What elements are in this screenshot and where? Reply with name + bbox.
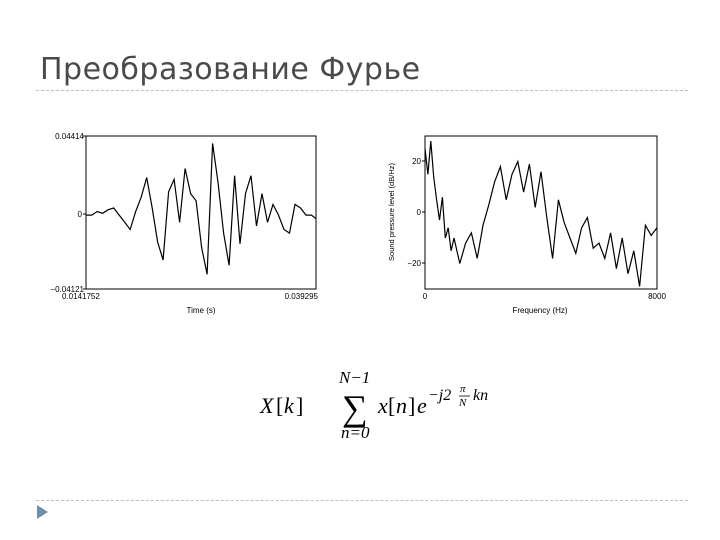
waveform-ytick-label-top: 0.04414	[55, 132, 84, 141]
formula-exponent: −j2	[428, 387, 451, 404]
footer-divider	[36, 500, 688, 501]
waveform-series-line	[86, 143, 317, 275]
footer-bullet-icon	[37, 505, 48, 519]
formula-exp-kn: kn	[473, 387, 488, 404]
formula-exp-pi: π	[460, 383, 466, 395]
formula-x: x	[377, 393, 388, 418]
formula-bracket-open: [	[276, 393, 283, 418]
spectrum-xtick-label-right: 8000	[648, 292, 666, 301]
spectrum-xtick-label-left: 0	[423, 292, 428, 301]
spectrum-yaxis-label: Sound pressure level (dB/Hz)	[387, 163, 396, 261]
spectrum-xaxis-label: Frequency (Hz)	[512, 306, 567, 315]
spectrum-series-line	[424, 141, 658, 287]
waveform-ytick-label-bottom: −0.04121	[50, 285, 84, 294]
formula-bracket2-open: [	[388, 393, 395, 418]
formula-X: X	[259, 393, 275, 418]
waveform-xtick-label-left: 0.0141752	[62, 292, 100, 301]
formula-n: n	[396, 393, 407, 418]
spectrum-ytick-label-20: 20	[412, 157, 421, 166]
formula-exp-N: N	[458, 397, 467, 409]
formula-sum-lower: n=0	[341, 423, 370, 442]
waveform-xaxis-label: Time (s)	[186, 306, 215, 315]
formula-sum-upper: N−1	[338, 368, 370, 387]
waveform-plot-frame	[85, 135, 317, 290]
formula-sum-symbol: ∑	[342, 388, 368, 428]
waveform-xtick-label-right: 0.039295	[285, 292, 319, 301]
spectrum-chart: 20 0 −20 0 8000 Frequency (Hz) Sound pre…	[387, 135, 666, 315]
spectrum-ytick-label-0: 0	[417, 208, 422, 217]
formula-bracket2-close: ]	[408, 393, 415, 418]
dft-formula: X [ k ] N−1 ∑ n=0 x [ n ] e −j2 π N kn	[259, 368, 488, 442]
spectrum-plot-frame	[424, 135, 658, 290]
waveform-ytick-label-zero: 0	[78, 210, 83, 219]
title-divider	[36, 90, 688, 91]
formula-e: e	[417, 393, 427, 418]
formula-bracket-close: ]	[296, 393, 303, 418]
slide-title: Преобразование Фурье	[40, 52, 421, 87]
spectrum-ytick-label-minus20: −20	[407, 259, 421, 268]
formula-k: k	[284, 393, 295, 418]
waveform-chart: 0.04414 0 −0.04121 0.0141752 0.039295 Ti…	[50, 132, 318, 315]
